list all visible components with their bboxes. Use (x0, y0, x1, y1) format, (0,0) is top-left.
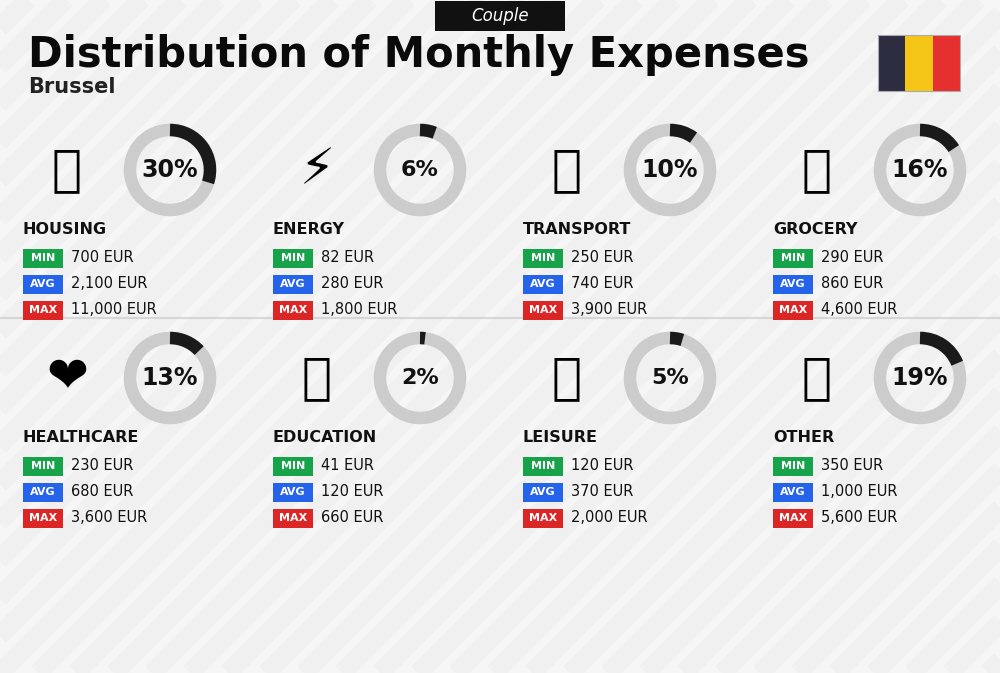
Text: 120 EUR: 120 EUR (571, 458, 634, 474)
FancyBboxPatch shape (273, 456, 313, 476)
Text: 🚌: 🚌 (552, 146, 582, 194)
FancyBboxPatch shape (523, 456, 563, 476)
Text: ⚡: ⚡ (299, 146, 335, 194)
Text: 1,800 EUR: 1,800 EUR (321, 302, 397, 318)
Text: AVG: AVG (280, 487, 306, 497)
Text: AVG: AVG (530, 487, 556, 497)
Text: 16%: 16% (892, 158, 948, 182)
FancyBboxPatch shape (523, 509, 563, 528)
Text: 🏗: 🏗 (52, 146, 82, 194)
Text: 350 EUR: 350 EUR (821, 458, 883, 474)
Text: 11,000 EUR: 11,000 EUR (71, 302, 157, 318)
Text: EDUCATION: EDUCATION (273, 431, 377, 446)
FancyBboxPatch shape (273, 509, 313, 528)
Text: 740 EUR: 740 EUR (571, 277, 634, 291)
Text: 280 EUR: 280 EUR (321, 277, 384, 291)
Text: MIN: MIN (281, 461, 305, 471)
FancyBboxPatch shape (523, 248, 563, 267)
FancyBboxPatch shape (273, 301, 313, 320)
FancyBboxPatch shape (878, 35, 905, 91)
Text: 41 EUR: 41 EUR (321, 458, 374, 474)
FancyBboxPatch shape (773, 275, 813, 293)
FancyBboxPatch shape (273, 275, 313, 293)
Text: TRANSPORT: TRANSPORT (523, 223, 631, 238)
Text: MAX: MAX (29, 305, 57, 315)
Text: MIN: MIN (531, 253, 555, 263)
FancyBboxPatch shape (273, 248, 313, 267)
Text: 🛍: 🛍 (552, 354, 582, 402)
Text: 5,600 EUR: 5,600 EUR (821, 511, 897, 526)
FancyBboxPatch shape (23, 301, 63, 320)
Text: 🎓: 🎓 (302, 354, 332, 402)
Text: MIN: MIN (781, 253, 805, 263)
Text: MIN: MIN (31, 461, 55, 471)
Text: 290 EUR: 290 EUR (821, 250, 884, 266)
FancyBboxPatch shape (273, 483, 313, 501)
Text: AVG: AVG (30, 279, 56, 289)
Text: 👛: 👛 (802, 354, 832, 402)
Text: 82 EUR: 82 EUR (321, 250, 374, 266)
Text: AVG: AVG (530, 279, 556, 289)
Text: 2%: 2% (401, 368, 439, 388)
Text: AVG: AVG (30, 487, 56, 497)
Text: 4,600 EUR: 4,600 EUR (821, 302, 897, 318)
Text: MIN: MIN (31, 253, 55, 263)
Text: 1,000 EUR: 1,000 EUR (821, 485, 898, 499)
FancyBboxPatch shape (773, 483, 813, 501)
Text: 3,900 EUR: 3,900 EUR (571, 302, 647, 318)
Text: MAX: MAX (279, 513, 307, 523)
Text: MAX: MAX (779, 513, 807, 523)
FancyBboxPatch shape (773, 509, 813, 528)
Text: HEALTHCARE: HEALTHCARE (23, 431, 139, 446)
Text: 🛒: 🛒 (802, 146, 832, 194)
Text: Distribution of Monthly Expenses: Distribution of Monthly Expenses (28, 34, 810, 76)
FancyBboxPatch shape (773, 456, 813, 476)
FancyBboxPatch shape (435, 1, 565, 31)
Text: MAX: MAX (529, 513, 557, 523)
Text: 6%: 6% (401, 160, 439, 180)
Text: 700 EUR: 700 EUR (71, 250, 134, 266)
Text: HOUSING: HOUSING (23, 223, 107, 238)
Text: AVG: AVG (280, 279, 306, 289)
Text: 250 EUR: 250 EUR (571, 250, 634, 266)
Text: 3,600 EUR: 3,600 EUR (71, 511, 147, 526)
Text: 19%: 19% (892, 366, 948, 390)
Text: MAX: MAX (779, 305, 807, 315)
Text: 5%: 5% (651, 368, 689, 388)
Text: MIN: MIN (531, 461, 555, 471)
FancyBboxPatch shape (23, 456, 63, 476)
Text: MIN: MIN (281, 253, 305, 263)
Text: ❤: ❤ (46, 354, 88, 402)
Text: 13%: 13% (142, 366, 198, 390)
Text: 30%: 30% (142, 158, 198, 182)
Text: MAX: MAX (279, 305, 307, 315)
Text: AVG: AVG (780, 279, 806, 289)
Text: 230 EUR: 230 EUR (71, 458, 133, 474)
Text: 680 EUR: 680 EUR (71, 485, 133, 499)
FancyBboxPatch shape (23, 248, 63, 267)
Text: 2,000 EUR: 2,000 EUR (571, 511, 648, 526)
FancyBboxPatch shape (23, 275, 63, 293)
Text: 860 EUR: 860 EUR (821, 277, 883, 291)
Text: GROCERY: GROCERY (773, 223, 858, 238)
Text: 660 EUR: 660 EUR (321, 511, 383, 526)
Text: AVG: AVG (780, 487, 806, 497)
Text: 2,100 EUR: 2,100 EUR (71, 277, 148, 291)
Text: 120 EUR: 120 EUR (321, 485, 384, 499)
Text: 10%: 10% (642, 158, 698, 182)
Text: ENERGY: ENERGY (273, 223, 345, 238)
FancyBboxPatch shape (773, 301, 813, 320)
FancyBboxPatch shape (933, 35, 960, 91)
FancyBboxPatch shape (905, 35, 933, 91)
Text: Brussel: Brussel (28, 77, 116, 97)
FancyBboxPatch shape (523, 301, 563, 320)
FancyBboxPatch shape (523, 275, 563, 293)
Text: MAX: MAX (529, 305, 557, 315)
FancyBboxPatch shape (23, 483, 63, 501)
FancyBboxPatch shape (523, 483, 563, 501)
Text: LEISURE: LEISURE (523, 431, 598, 446)
Text: Couple: Couple (471, 7, 529, 25)
Text: OTHER: OTHER (773, 431, 834, 446)
Text: MIN: MIN (781, 461, 805, 471)
